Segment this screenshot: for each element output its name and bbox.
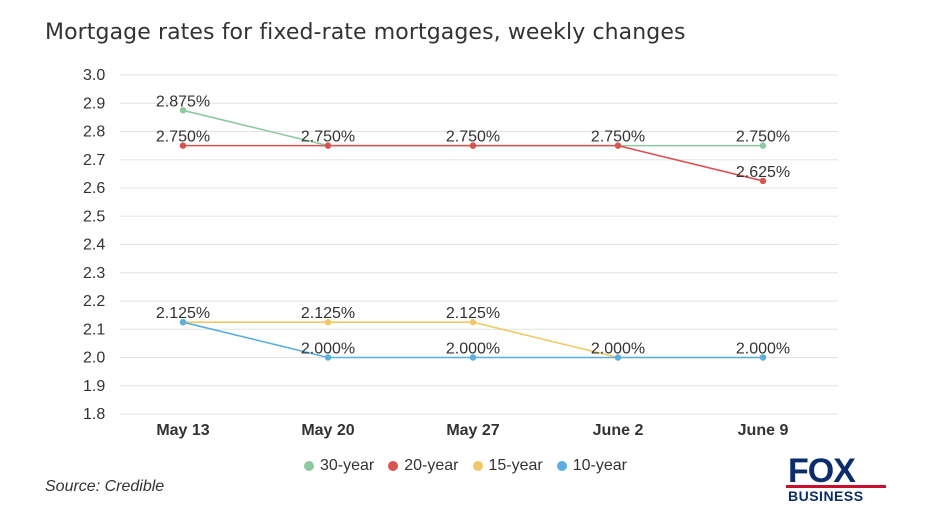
data-label: 2.625% [736, 164, 790, 181]
legend-swatch [556, 461, 567, 471]
legend-item-30-year: 30-year [304, 457, 374, 475]
x-tick-label: May 27 [446, 422, 499, 439]
data-point-10-year [324, 354, 332, 361]
x-tick-label: May 20 [301, 422, 354, 439]
series-points [179, 107, 767, 361]
legend-swatch [304, 461, 314, 471]
data-label: 2.125% [156, 305, 210, 322]
logo-top-text: FOX [788, 452, 856, 490]
legend-item-20-year: 20-year [388, 457, 459, 475]
data-point-20-year [759, 177, 767, 185]
y-tick-label: 2.9 [83, 95, 105, 112]
data-label: 2.750% [591, 129, 645, 146]
series-line-20-year [183, 144, 764, 182]
data-label: 2.750% [446, 129, 500, 146]
data-label: 2.125% [301, 305, 355, 322]
y-tick-label: 2.4 [83, 237, 105, 254]
y-tick-label: 2.6 [83, 180, 105, 197]
x-tick-label: June 9 [738, 422, 789, 439]
data-label: 2.750% [156, 129, 210, 146]
x-axis-ticks: May 13 May 20 May 27 June 2 June 9 [156, 422, 788, 439]
legend-label: 30-year [320, 457, 375, 474]
data-point-20-year [179, 142, 187, 149]
data-point-15-year [469, 318, 477, 326]
data-label: 2.750% [301, 129, 355, 146]
y-tick-label: 1.9 [83, 378, 105, 395]
data-label: 2.875% [156, 93, 210, 110]
data-label: 2.000% [301, 341, 355, 358]
y-tick-label: 2.2 [83, 293, 105, 310]
x-tick-label: May 13 [156, 422, 209, 439]
legend-label: 15-year [488, 457, 543, 474]
legend-swatch [388, 461, 399, 471]
y-tick-label: 2.0 [83, 350, 105, 367]
y-tick-label: 2.7 [83, 152, 105, 169]
data-point-10-year [614, 354, 622, 361]
data-point-20-year [324, 142, 332, 149]
data-label: 2.000% [446, 341, 500, 358]
data-point-10-year [469, 354, 477, 361]
legend-label: 20-year [404, 457, 459, 474]
data-point-20-year [614, 142, 622, 149]
data-label: 2.000% [736, 341, 790, 358]
data-point-15-year [324, 318, 332, 326]
data-label: 2.750% [736, 129, 790, 146]
x-tick-label: June 2 [593, 422, 644, 439]
data-point-30-year [759, 142, 767, 149]
y-tick-label: 2.5 [83, 208, 105, 225]
y-tick-label: 2.8 [83, 124, 105, 141]
data-label: 2.000% [591, 341, 645, 358]
data-point-10-year [179, 318, 187, 326]
logo-bottom-text: BUSINESS [788, 488, 864, 504]
y-tick-label: 1.8 [83, 406, 105, 423]
y-tick-label: 2.1 [83, 321, 105, 338]
source-note: Source: Credible [45, 478, 165, 495]
fox-business-logo: FOX BUSINESS [786, 452, 886, 504]
y-axis-ticks: 1.8 1.9 2.0 2.1 2.2 2.3 2.4 2.5 2.6 2.7 2.8 2.9 3.0 [83, 67, 105, 423]
y-tick-label: 2.3 [83, 265, 105, 282]
grid-layer [120, 74, 838, 415]
data-point-10-year [759, 354, 767, 361]
data-point-30-year [179, 107, 187, 114]
legend-item-10-year: 10-year [556, 457, 627, 475]
legend-swatch [472, 461, 483, 471]
data-point-20-year [469, 142, 477, 149]
legend-item-15-year: 15-year [472, 457, 543, 475]
legend: 30-year 20-year 15-year 10-year [0, 457, 931, 475]
chart-title: Mortgage rates for fixed-rate mortgages,… [45, 20, 686, 45]
data-labels: 2.875% 2.750% 2.750% 2.750% 2.750% 2.750% 2.62… [156, 93, 790, 357]
data-label: 2.125% [446, 305, 500, 322]
legend-label: 10-year [572, 457, 627, 474]
y-tick-label: 3.0 [83, 67, 105, 84]
